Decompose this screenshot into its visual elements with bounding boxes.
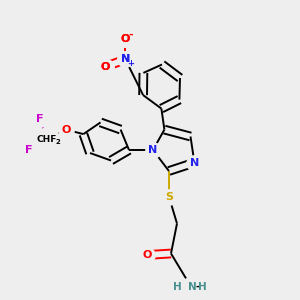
Text: N: N xyxy=(148,145,158,155)
Text: H: H xyxy=(198,282,207,292)
Text: O: O xyxy=(121,34,130,44)
Text: O: O xyxy=(61,124,71,135)
Text: -: - xyxy=(128,29,133,40)
Text: O: O xyxy=(101,61,110,72)
Text: CHF: CHF xyxy=(36,135,57,144)
Text: N: N xyxy=(121,54,130,64)
Text: H: H xyxy=(173,282,182,292)
Text: -: - xyxy=(196,282,200,292)
Text: N: N xyxy=(190,158,199,168)
Text: 2: 2 xyxy=(56,140,60,146)
Text: S: S xyxy=(165,191,173,202)
Text: O: O xyxy=(121,34,130,44)
Text: N: N xyxy=(188,282,197,292)
Text: O: O xyxy=(101,61,110,72)
Text: F: F xyxy=(25,145,32,155)
Text: O: O xyxy=(142,250,152,260)
Text: F: F xyxy=(36,113,44,124)
Text: +: + xyxy=(127,59,134,68)
Text: N: N xyxy=(121,54,130,64)
